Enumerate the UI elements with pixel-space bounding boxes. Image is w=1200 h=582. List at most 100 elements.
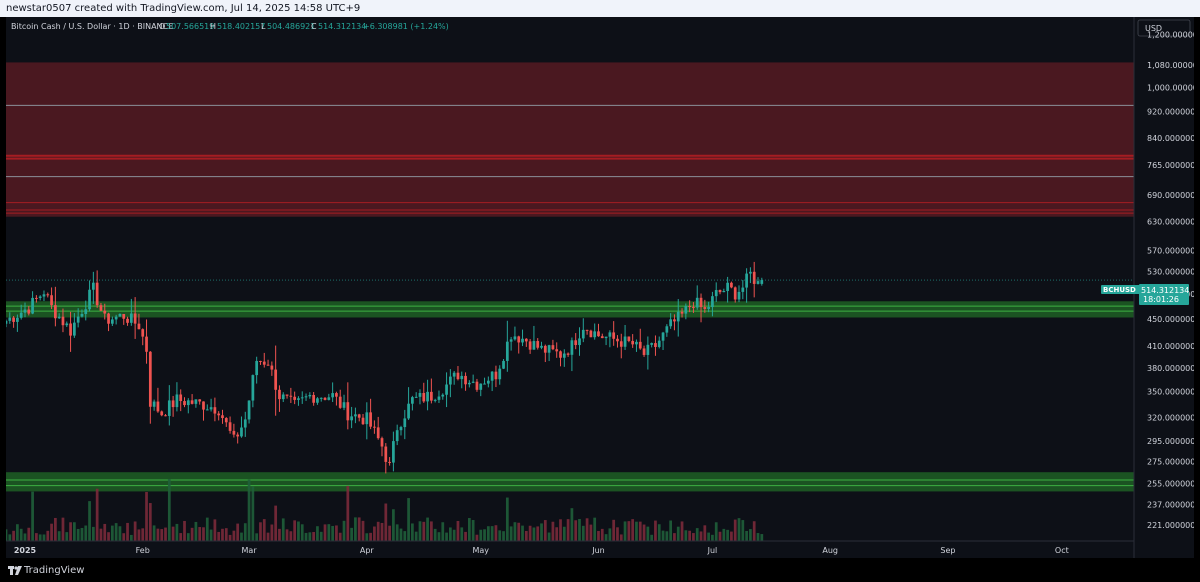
volume-bar (642, 524, 646, 541)
volume-bar (547, 532, 551, 541)
volume-bar (578, 518, 581, 541)
volume-bar (532, 527, 536, 541)
candle-body (745, 273, 748, 288)
candle-body (479, 383, 483, 390)
volume-bar (323, 524, 327, 541)
candle-body (380, 438, 384, 447)
time-tick-label: Jun (591, 546, 605, 555)
price-tag: BCHUSD 514.312134 18:01:26 (1101, 284, 1189, 305)
volume-bar (392, 509, 395, 541)
volume-bar (388, 525, 391, 541)
candle-body (164, 415, 167, 417)
volume-bar (304, 532, 308, 541)
candle-body (327, 397, 331, 400)
candle-body (23, 309, 27, 313)
candle-body (543, 345, 547, 353)
volume-bar (65, 532, 69, 541)
volume-bar (430, 521, 433, 541)
candle-body (517, 336, 521, 343)
candle-body (475, 381, 479, 390)
candle-body (361, 417, 365, 425)
volume-bar (749, 529, 752, 541)
volume-bar (619, 534, 623, 541)
candle-body (430, 391, 433, 401)
volume-bar (741, 520, 745, 541)
legend-low-value: 504.486921 (267, 22, 315, 31)
volume-bar (354, 517, 357, 541)
volume-bar (164, 527, 167, 541)
volume-bar (471, 520, 475, 541)
currency-box[interactable] (1137, 19, 1191, 37)
candle-body (99, 305, 103, 311)
price-axis[interactable]: USD 1,200.000000 1,080.000000 1,000.000000… (1101, 17, 1194, 558)
candle-body (369, 412, 372, 427)
candle-body (365, 412, 369, 425)
candle-body (657, 340, 661, 347)
volume-bar (695, 528, 699, 541)
candle-body (555, 349, 559, 352)
price-tick-label: 1,000.000000 (1147, 83, 1194, 92)
candle-body (376, 427, 380, 439)
chart-frame[interactable]: Bitcoin Cash / U.S. Dollar · 1D · BINANC… (6, 17, 1194, 558)
candle-body (342, 402, 346, 408)
candle-body (141, 329, 145, 337)
volume-bar (6, 529, 8, 541)
volume-bar (646, 526, 650, 541)
candle-body (627, 336, 631, 341)
candle-body (80, 314, 84, 317)
candle-body (464, 375, 467, 385)
candlestick-chart[interactable]: Bitcoin Cash / U.S. Dollar · 1D · BINANC… (6, 17, 1194, 558)
candle-body (726, 282, 729, 292)
volume-bar (137, 529, 141, 541)
volume-bar (262, 519, 266, 541)
volume-bar (259, 522, 262, 541)
candle-body (536, 341, 540, 348)
candle-body (703, 307, 707, 309)
candle-body (198, 399, 202, 402)
candle-body (574, 340, 578, 346)
candle-body (232, 430, 236, 435)
candle-body (498, 368, 502, 380)
volume-bar (422, 521, 426, 541)
candle-body (509, 339, 513, 342)
volume-bar (376, 521, 380, 541)
volume-bar (486, 526, 490, 541)
candle-body (547, 345, 551, 353)
volume-bar (483, 529, 486, 541)
tradingview-logo-icon (8, 566, 22, 575)
candle-body (8, 317, 12, 321)
legend-high-value: 518.402157 (217, 22, 265, 31)
candle-body (12, 317, 15, 322)
volume-bar (50, 523, 53, 541)
candle-body (623, 336, 627, 347)
candle-body (448, 376, 452, 385)
candle-body (494, 371, 498, 380)
volume-bar (213, 519, 217, 541)
price-tick-label: 450.000000 (1147, 315, 1194, 324)
volume-bar (69, 522, 72, 541)
candle-body (722, 291, 726, 293)
candle-body (399, 427, 403, 431)
price-tick-label: 570.000000 (1147, 246, 1194, 255)
candle-body (711, 296, 714, 308)
legend: Bitcoin Cash / U.S. Dollar · 1D · BINANC… (11, 22, 449, 31)
volume-bar (654, 520, 657, 541)
volume-bar (536, 526, 540, 541)
volume-bar (236, 523, 240, 541)
candle-body (392, 441, 395, 463)
candle-body (680, 311, 684, 314)
time-axis[interactable]: 2025 Feb Mar Apr May Jun Jul Aug Sep Oct (6, 540, 1134, 555)
time-tick-label: Oct (1055, 546, 1069, 555)
legend-low-label: L (261, 22, 266, 31)
candle-body (145, 336, 148, 352)
candle-body (631, 340, 635, 345)
volume-bar (72, 522, 76, 541)
candle-body (749, 271, 752, 274)
candle-body (642, 348, 646, 355)
candle-body (452, 372, 456, 377)
volume-bar (703, 525, 707, 541)
candle-body (31, 297, 34, 314)
volume-bar (745, 530, 748, 541)
volume-bar (562, 526, 566, 541)
candle-body (304, 396, 308, 398)
